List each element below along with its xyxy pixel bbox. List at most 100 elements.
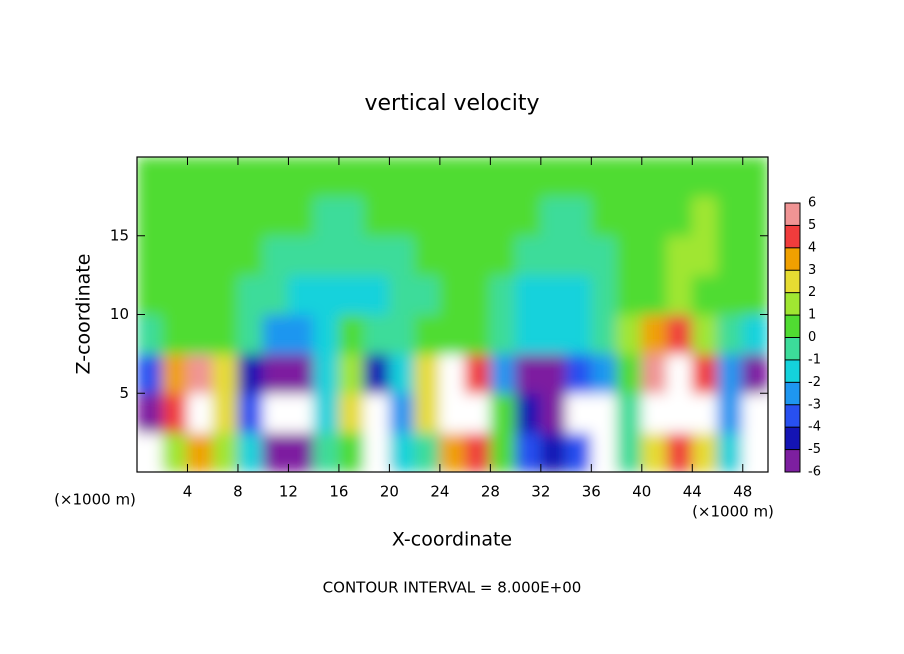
colorbar-tick-label: 2 bbox=[808, 285, 816, 300]
heat-cell bbox=[388, 432, 416, 472]
heat-cell bbox=[363, 274, 390, 315]
heat-cell bbox=[262, 353, 289, 394]
heat-cell bbox=[565, 353, 592, 394]
heat-cell bbox=[464, 195, 491, 237]
heat-cell bbox=[489, 157, 517, 197]
heat-cell bbox=[540, 392, 567, 434]
heat-cell bbox=[388, 353, 416, 394]
heat-cell bbox=[717, 195, 744, 237]
heat-cell bbox=[414, 157, 441, 197]
heat-cell bbox=[616, 235, 643, 276]
heat-cell bbox=[540, 235, 567, 276]
heat-cell bbox=[338, 432, 365, 472]
heat-cell bbox=[262, 314, 289, 355]
heat-cell bbox=[515, 353, 542, 394]
heat-cell bbox=[237, 195, 264, 237]
heat-cell bbox=[666, 353, 693, 394]
colorbar-swatch bbox=[785, 247, 800, 271]
heat-cell bbox=[464, 432, 491, 472]
heat-cell bbox=[641, 392, 668, 434]
chart-title: vertical velocity bbox=[364, 91, 539, 116]
heat-cell bbox=[161, 274, 188, 315]
heat-cell bbox=[237, 235, 264, 276]
heat-cell bbox=[161, 353, 188, 394]
heat-cell bbox=[515, 314, 542, 355]
heat-cell bbox=[666, 314, 693, 355]
heat-cell bbox=[641, 432, 668, 472]
heat-cell bbox=[338, 157, 365, 197]
plot-clip bbox=[137, 157, 768, 472]
heat-cell bbox=[338, 195, 365, 237]
heat-cell bbox=[439, 157, 466, 197]
heat-cell bbox=[540, 274, 567, 315]
heat-cell bbox=[313, 157, 340, 197]
heat-cell bbox=[742, 432, 768, 472]
heat-cell bbox=[565, 392, 592, 434]
heat-cell bbox=[717, 274, 744, 315]
heat-cell bbox=[666, 195, 693, 237]
y-axis-label: Z-coordinate bbox=[73, 254, 95, 375]
heat-cell bbox=[262, 235, 289, 276]
heat-cell bbox=[414, 432, 441, 472]
heat-cell bbox=[388, 195, 416, 237]
heat-cell bbox=[540, 314, 567, 355]
x-tick-label: 4 bbox=[183, 483, 193, 501]
heat-cell bbox=[363, 314, 390, 355]
heat-cell bbox=[363, 195, 390, 237]
heat-cell bbox=[691, 353, 719, 394]
heat-cell bbox=[338, 314, 365, 355]
heat-cell bbox=[313, 195, 340, 237]
heat-cell bbox=[742, 195, 768, 237]
heat-cell bbox=[641, 157, 668, 197]
heat-cell bbox=[742, 353, 768, 394]
footnote: CONTOUR INTERVAL = 8.000E+00 bbox=[323, 579, 582, 597]
heat-cell bbox=[666, 432, 693, 472]
heat-cell bbox=[262, 195, 289, 237]
heat-cell bbox=[313, 235, 340, 276]
heat-cell bbox=[237, 157, 264, 197]
heat-cell bbox=[287, 235, 315, 276]
heat-cell bbox=[439, 195, 466, 237]
heat-cell bbox=[489, 432, 517, 472]
colorbar-tick-label: 4 bbox=[808, 240, 816, 255]
heat-cell bbox=[540, 353, 567, 394]
heat-cell bbox=[414, 353, 441, 394]
heat-cell bbox=[717, 157, 744, 197]
heat-cell bbox=[439, 432, 466, 472]
x-tick-label: 28 bbox=[481, 483, 500, 501]
heat-cell bbox=[388, 314, 416, 355]
heat-cell bbox=[717, 235, 744, 276]
heat-cell bbox=[313, 392, 340, 434]
heat-cell bbox=[313, 353, 340, 394]
heat-cell bbox=[161, 195, 188, 237]
heat-cell bbox=[742, 392, 768, 434]
colorbar-swatch bbox=[785, 359, 800, 383]
heat-cell bbox=[641, 235, 668, 276]
heat-cell bbox=[464, 157, 491, 197]
heat-cell bbox=[287, 432, 315, 472]
heat-cell bbox=[287, 392, 315, 434]
heat-cell bbox=[742, 157, 768, 197]
heat-cell bbox=[590, 195, 618, 237]
heat-cell bbox=[212, 195, 239, 237]
heat-cell bbox=[590, 157, 618, 197]
heat-cell bbox=[489, 274, 517, 315]
heatmap-field bbox=[137, 157, 768, 472]
heat-cell bbox=[137, 274, 163, 315]
heat-cell bbox=[212, 157, 239, 197]
heat-cell bbox=[464, 235, 491, 276]
colorbar-swatch bbox=[785, 292, 800, 316]
heat-cell bbox=[489, 195, 517, 237]
heat-cell bbox=[338, 235, 365, 276]
heat-cell bbox=[489, 235, 517, 276]
heat-cell bbox=[237, 314, 264, 355]
heat-cell bbox=[666, 274, 693, 315]
heat-cell bbox=[464, 274, 491, 315]
heat-cell bbox=[717, 432, 744, 472]
heat-cell bbox=[489, 392, 517, 434]
heat-cell bbox=[439, 392, 466, 434]
x-axis-label: X-coordinate bbox=[392, 529, 512, 551]
heat-cell bbox=[161, 392, 188, 434]
heat-cell bbox=[515, 195, 542, 237]
heat-cell bbox=[439, 353, 466, 394]
